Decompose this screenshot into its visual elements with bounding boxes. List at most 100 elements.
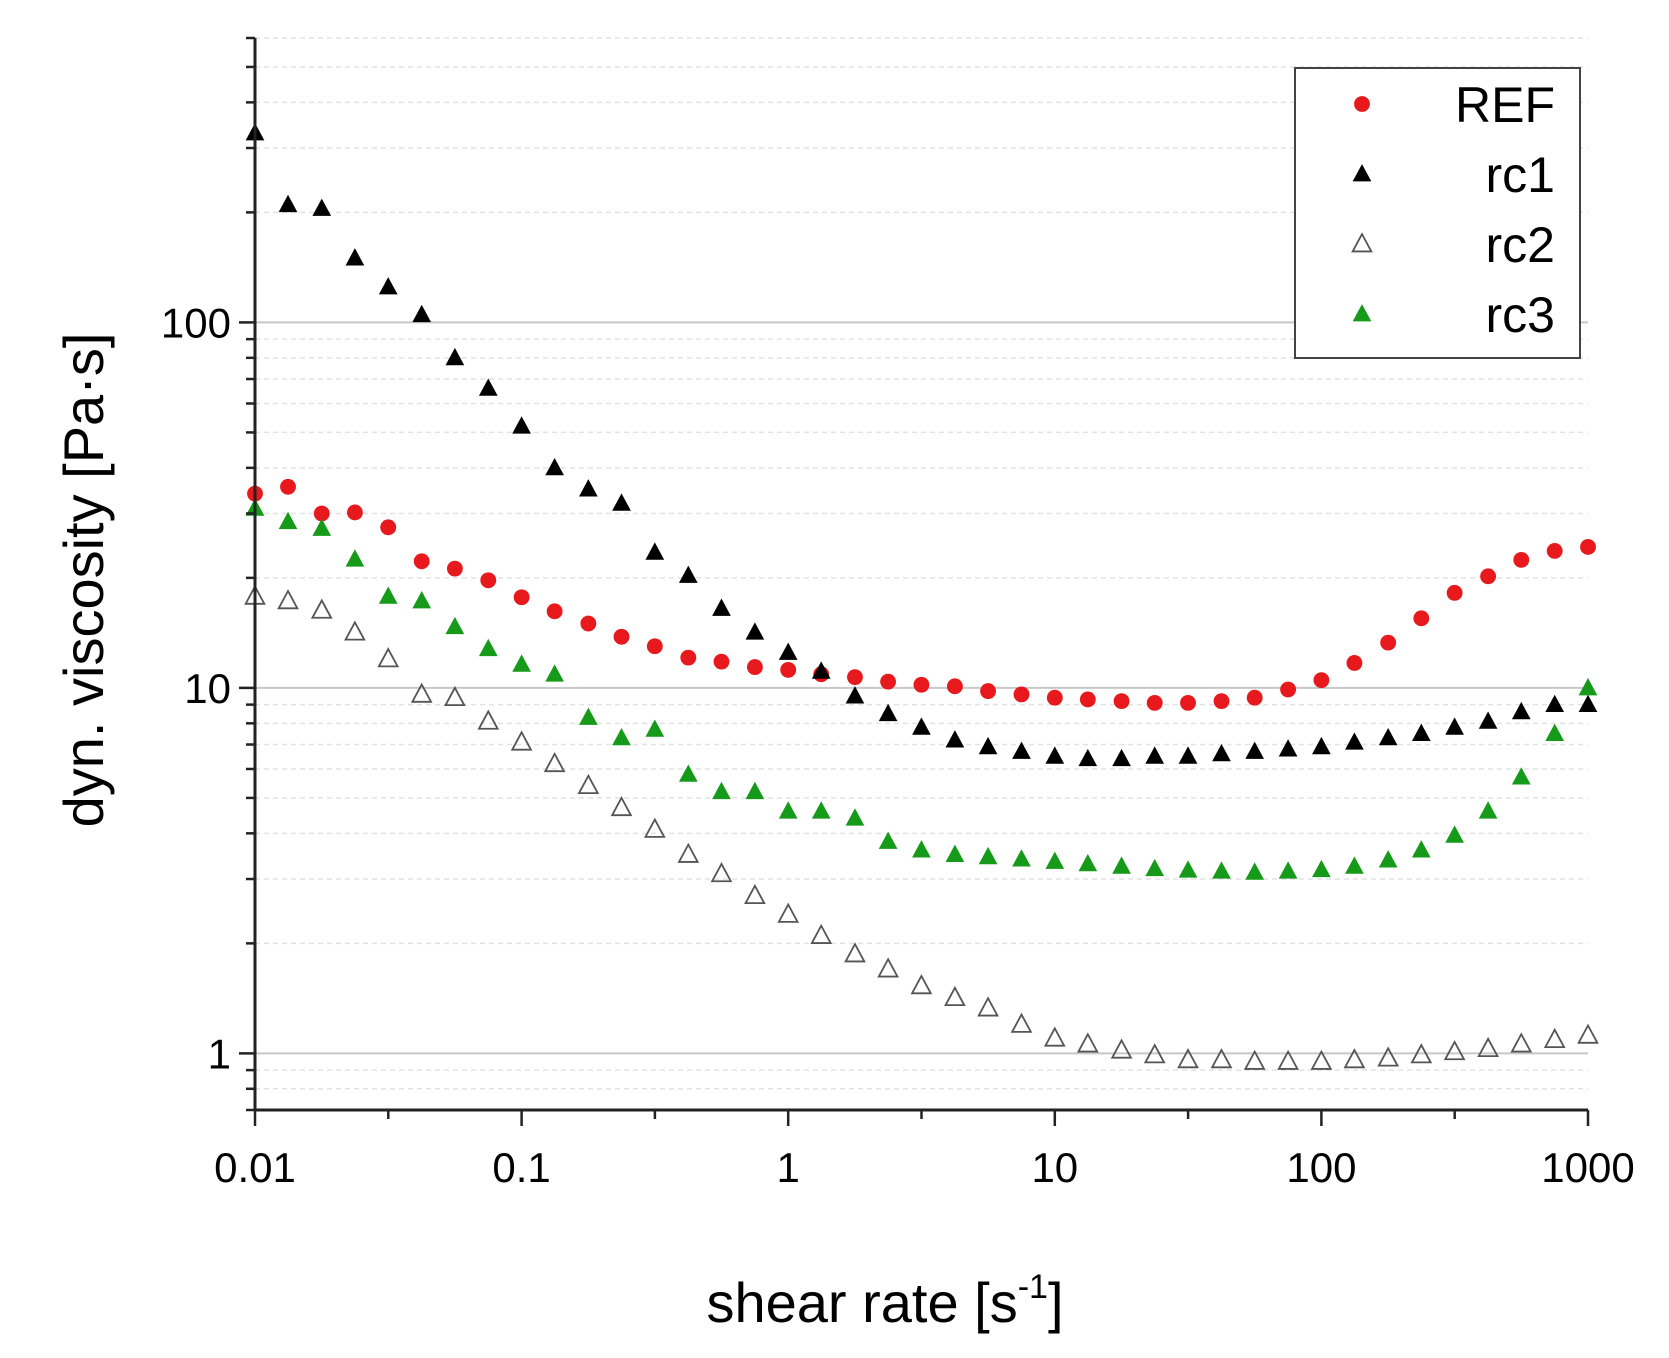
data-point-rc3	[1278, 861, 1298, 879]
data-point-rc3	[1212, 861, 1231, 879]
x-tick-label: 100	[1286, 1144, 1356, 1191]
data-point-rc2	[1343, 1048, 1366, 1069]
legend-label-rc1: rc1	[1486, 147, 1555, 203]
data-point-rc1	[1045, 746, 1065, 764]
data-point-rc2	[577, 773, 600, 795]
data-point-rc3	[1012, 849, 1031, 867]
legend-marker-rc3	[1352, 304, 1372, 322]
data-point-rc1	[1445, 717, 1464, 735]
data-point-rc3	[579, 707, 598, 725]
data-point-REF	[1580, 539, 1596, 555]
data-point-rc3	[645, 719, 665, 737]
data-point-rc2	[1477, 1036, 1499, 1058]
legend-box	[1294, 67, 1581, 359]
y-axis-title: dyn. viscosity [Pa·s]	[52, 333, 115, 828]
data-point-rc3	[1045, 851, 1065, 869]
data-point-REF	[980, 683, 996, 700]
x-tick-label: 10	[1031, 1144, 1078, 1191]
data-point-rc1	[579, 479, 598, 497]
data-point-rc1	[1511, 701, 1531, 720]
data-point-rc1	[512, 416, 531, 434]
data-point-REF	[1146, 694, 1163, 711]
data-point-rc2	[877, 957, 899, 978]
data-point-REF	[1446, 584, 1463, 601]
legend: REF rc1 rc2 rc3	[1294, 67, 1581, 359]
y-tick-label: 10	[184, 665, 231, 712]
data-point-rc2	[1177, 1048, 1199, 1069]
data-point-rc3	[1245, 862, 1265, 880]
data-point-rc2	[277, 589, 299, 610]
data-point-rc2	[310, 598, 333, 619]
data-point-rc3	[878, 831, 898, 849]
data-point-REF	[1213, 693, 1230, 710]
y-tick-label: 1	[208, 1030, 231, 1077]
data-point-REF	[580, 615, 597, 632]
data-point-REF	[1013, 686, 1030, 703]
data-point-rc2	[810, 923, 833, 944]
data-point-REF	[1180, 694, 1196, 711]
data-point-rc2	[977, 996, 999, 1017]
data-point-rc3	[811, 801, 831, 819]
data-point-rc2	[1110, 1038, 1133, 1059]
data-point-rc2	[1443, 1040, 1466, 1061]
data-point-rc1	[1012, 741, 1031, 759]
data-point-REF	[1513, 551, 1530, 568]
legend-label-rc3: rc3	[1486, 287, 1555, 343]
data-point-rc3	[845, 808, 865, 826]
data-point-rc2	[710, 862, 733, 883]
data-point-rc1	[1078, 748, 1098, 767]
data-point-rc2	[1277, 1049, 1299, 1070]
data-point-rc1	[745, 622, 765, 640]
data-point-rc2	[944, 985, 966, 1007]
data-point-REF	[1046, 689, 1063, 706]
data-point-rc1	[1345, 732, 1364, 750]
data-point-rc3	[278, 511, 298, 530]
y-tick-label: 100	[161, 299, 231, 346]
x-tick-label: 1	[777, 1144, 800, 1191]
data-point-REF	[946, 678, 963, 695]
data-point-rc3	[912, 840, 931, 858]
data-point-rc1	[1278, 739, 1298, 757]
data-point-rc1	[1212, 743, 1231, 762]
data-point-rc3	[1312, 859, 1331, 878]
data-point-REF	[780, 661, 797, 678]
legend-label-rc2: rc2	[1486, 217, 1555, 273]
data-point-rc3	[345, 549, 365, 567]
data-point-rc3	[945, 844, 965, 862]
data-point-rc3	[1112, 856, 1131, 874]
data-point-rc1	[445, 347, 465, 366]
data-point-rc1	[1411, 723, 1431, 741]
data-point-rc1	[612, 493, 631, 511]
data-point-rc2	[910, 974, 933, 995]
data-point-REF	[413, 553, 430, 570]
data-point-rc2	[643, 817, 666, 838]
data-point-rc2	[1543, 1027, 1566, 1049]
data-point-rc2	[677, 842, 700, 863]
legend-item-rc2: rc2	[1351, 217, 1555, 273]
data-point-rc1	[778, 642, 798, 660]
data-point-rc3	[612, 727, 631, 746]
data-point-rc1	[378, 277, 398, 295]
axes: 1 10 100 0.01 0.1 1 10 100 1000	[161, 36, 1635, 1191]
data-point-rc3	[712, 781, 731, 800]
x-axis-title-superscript: -1	[1018, 1268, 1048, 1306]
data-point-REF	[480, 572, 497, 589]
data-point-REF	[513, 589, 530, 606]
data-point-rc2	[610, 795, 633, 817]
data-point-rc3	[1178, 860, 1198, 878]
data-point-REF	[713, 653, 730, 670]
data-point-REF	[1346, 655, 1363, 671]
data-point-REF	[1280, 681, 1297, 698]
data-point-rc2	[1510, 1032, 1533, 1053]
data-point-rc2	[1310, 1049, 1333, 1070]
data-point-rc2	[777, 902, 800, 923]
data-point-rc3	[1511, 767, 1531, 785]
data-point-rc1	[1245, 741, 1265, 759]
data-point-rc1	[712, 598, 731, 616]
data-point-rc2	[844, 942, 866, 963]
legend-label-REF: REF	[1455, 77, 1555, 133]
data-point-rc2	[1043, 1026, 1066, 1047]
data-point-rc2	[1143, 1043, 1166, 1064]
data-point-rc3	[545, 664, 564, 682]
